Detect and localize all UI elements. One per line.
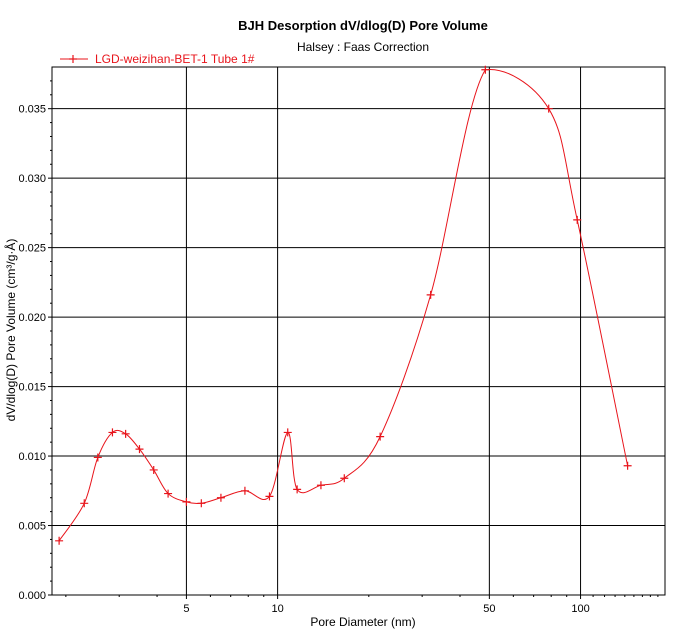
chart-title: BJH Desorption dV/dlog(D) Pore Volume (238, 18, 488, 33)
data-point (93, 453, 102, 462)
x-tick-label: 5 (183, 603, 189, 615)
x-tick-label: 10 (271, 603, 283, 615)
data-point (573, 215, 582, 224)
x-axis-label: Pore Diameter (nm) (310, 615, 415, 629)
y-tick-label: 0.005 (18, 521, 46, 533)
data-point (293, 485, 302, 494)
x-tick-label: 50 (483, 603, 495, 615)
data-point (544, 104, 553, 113)
data-point (216, 493, 225, 502)
legend-series-name: LGD-weizihan-BET-1 Tube 1# (95, 52, 255, 66)
data-point (164, 489, 173, 498)
data-point (55, 536, 64, 545)
plot-frame (51, 66, 666, 596)
y-tick-label: 0.000 (18, 590, 46, 602)
data-point (481, 65, 490, 74)
x-tick-label: 100 (571, 603, 589, 615)
y-tick-label: 0.015 (18, 382, 46, 394)
data-point (316, 481, 325, 490)
data-point (265, 492, 274, 501)
data-point (135, 445, 144, 454)
data-point (80, 499, 89, 508)
y-tick-label: 0.025 (18, 243, 46, 255)
data-point (376, 432, 385, 441)
data-point (197, 499, 206, 508)
data-point (121, 429, 130, 438)
data-point (240, 486, 249, 495)
y-tick-label: 0.010 (18, 451, 46, 463)
data-point (623, 461, 632, 470)
y-axis: 0.000 0.005 0.010 0.015 0.020 0.025 0.030 0.035 (18, 80, 52, 602)
x-axis: 5 10 50 100 (65, 595, 659, 615)
y-tick-label: 0.030 (18, 173, 46, 185)
series-layer (55, 65, 632, 545)
legend-marker (69, 55, 77, 63)
legend: LGD-weizihan-BET-1 Tube 1# (60, 52, 255, 66)
data-point (340, 474, 349, 483)
data-point (149, 465, 158, 474)
grid (52, 67, 665, 596)
y-axis-label: dV/dlog(D) Pore Volume (cm³/g·Å) (3, 239, 18, 422)
data-point (426, 290, 435, 299)
data-point (283, 428, 292, 437)
y-tick-label: 0.035 (18, 104, 46, 116)
y-tick-label: 0.020 (18, 312, 46, 324)
series-line (58, 69, 629, 542)
data-point (182, 497, 191, 506)
data-point (108, 428, 117, 437)
chart-subtitle: Halsey : Faas Correction (297, 40, 429, 54)
